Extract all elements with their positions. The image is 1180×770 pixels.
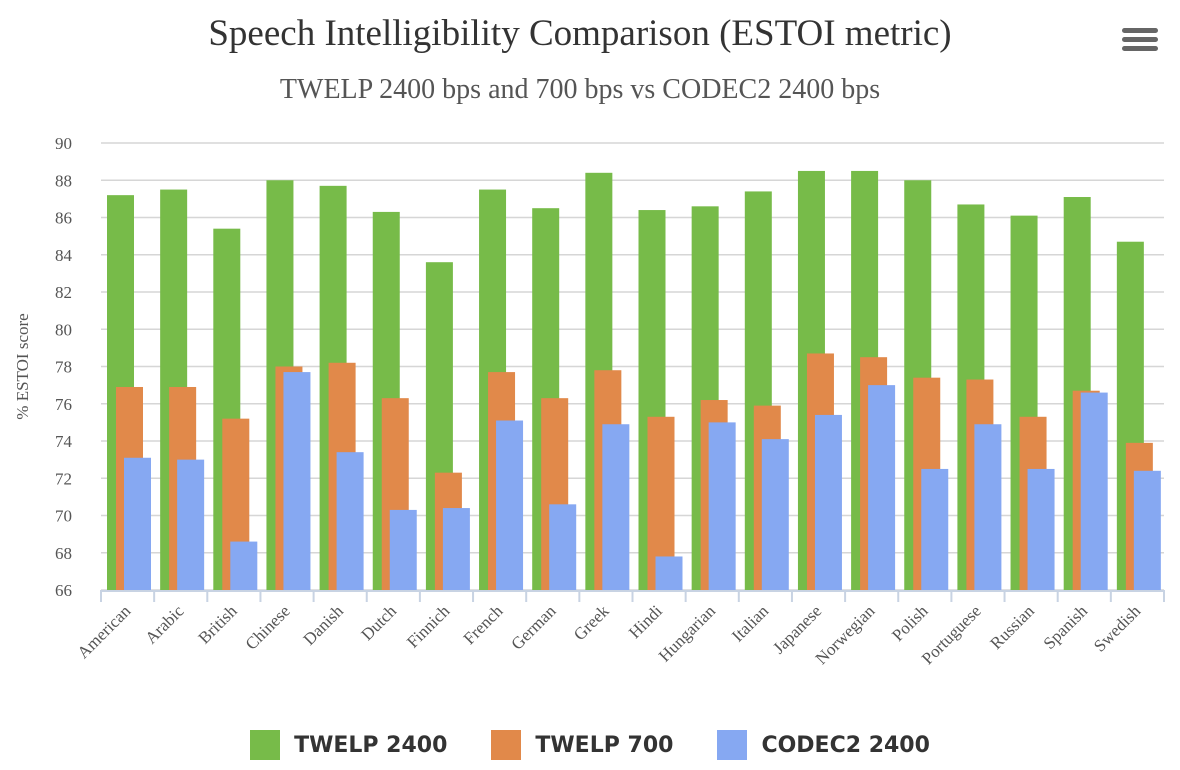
y-tick-label: 68 xyxy=(55,544,72,563)
bar-codec2-2400 xyxy=(496,420,524,590)
bar-codec2-2400 xyxy=(602,424,630,590)
y-tick-label: 72 xyxy=(55,469,72,488)
x-tick-label: British xyxy=(195,601,242,648)
x-tick-label: Dutch xyxy=(357,601,400,644)
chart-subtitle: TWELP 2400 bps and 700 bps vs CODEC2 240… xyxy=(279,74,881,105)
bar-codec2-2400 xyxy=(761,439,789,590)
y-tick-label: 82 xyxy=(55,283,72,302)
x-tick-label: Italian xyxy=(728,601,772,645)
bar-codec2-2400 xyxy=(549,504,577,590)
y-axis-label: % ESTOI score xyxy=(13,313,32,419)
y-tick-label: 84 xyxy=(55,246,73,265)
x-tick-label: Hungarian xyxy=(655,601,720,666)
x-tick-label: Finnich xyxy=(403,601,454,652)
y-tick-label: 70 xyxy=(55,507,72,526)
legend-swatch xyxy=(250,730,281,760)
x-tick-label: Spanish xyxy=(1040,601,1092,653)
x-tick-label: French xyxy=(460,601,507,648)
x-tick-label: Polish xyxy=(888,601,932,645)
y-tick-label: 74 xyxy=(55,432,73,451)
legend-swatch xyxy=(491,730,522,760)
bar-codec2-2400 xyxy=(921,468,949,590)
x-tick-label: Greek xyxy=(570,601,613,644)
y-tick-label: 90 xyxy=(55,134,72,153)
y-tick-label: 86 xyxy=(55,209,72,228)
bar-codec2-2400 xyxy=(389,509,417,590)
bar-codec2-2400 xyxy=(814,414,842,590)
legend-item-twelp-700[interactable]: TWELP 700 xyxy=(491,730,673,760)
bar-codec2-2400 xyxy=(655,556,683,590)
chart-title: Speech Intelligibility Comparison (ESTOI… xyxy=(208,13,952,54)
x-tick-label: Swedish xyxy=(1090,601,1145,656)
bar-codec2-2400 xyxy=(230,541,258,590)
legend-label: CODEC2 2400 xyxy=(761,732,930,758)
bar-codec2-2400 xyxy=(708,422,736,590)
bar-codec2-2400 xyxy=(1027,468,1055,590)
legend-item-codec2-2400[interactable]: CODEC2 2400 xyxy=(717,730,930,760)
bar-codec2-2400 xyxy=(124,457,151,590)
legend-swatch xyxy=(717,730,748,760)
bar-codec2-2400 xyxy=(336,452,364,590)
bar-codec2-2400 xyxy=(283,372,311,590)
bar-codec2-2400 xyxy=(868,385,896,590)
x-tick-label: American xyxy=(74,601,135,662)
bar-codec2-2400 xyxy=(1080,392,1108,590)
y-tick-label: 66 xyxy=(55,581,72,600)
x-tick-label: Danish xyxy=(300,601,348,649)
legend-item-twelp-2400[interactable]: TWELP 2400 xyxy=(250,730,447,760)
hamburger-menu-icon[interactable] xyxy=(1122,28,1158,58)
legend-label: TWELP 2400 xyxy=(294,732,448,758)
y-tick-label: 78 xyxy=(55,358,72,377)
x-tick-label: German xyxy=(507,601,560,654)
bar-codec2-2400 xyxy=(1133,470,1161,590)
y-tick-label: 76 xyxy=(55,395,72,414)
y-tick-label: 88 xyxy=(55,171,72,190)
bar-codec2-2400 xyxy=(442,508,470,590)
x-tick-label: Russian xyxy=(986,601,1038,653)
y-tick-label: 80 xyxy=(55,320,72,339)
bar-codec2-2400 xyxy=(177,459,205,590)
x-tick-label: Chinese xyxy=(242,601,294,653)
x-tick-label: Arabic xyxy=(141,601,187,647)
x-tick-label: Hindi xyxy=(625,601,666,642)
x-tick-label: Norwegian xyxy=(812,601,879,668)
bar-codec2-2400 xyxy=(974,424,1002,590)
legend-label: TWELP 700 xyxy=(535,732,674,758)
legend: TWELP 2400 TWELP 700 CODEC2 2400 xyxy=(0,730,1180,760)
